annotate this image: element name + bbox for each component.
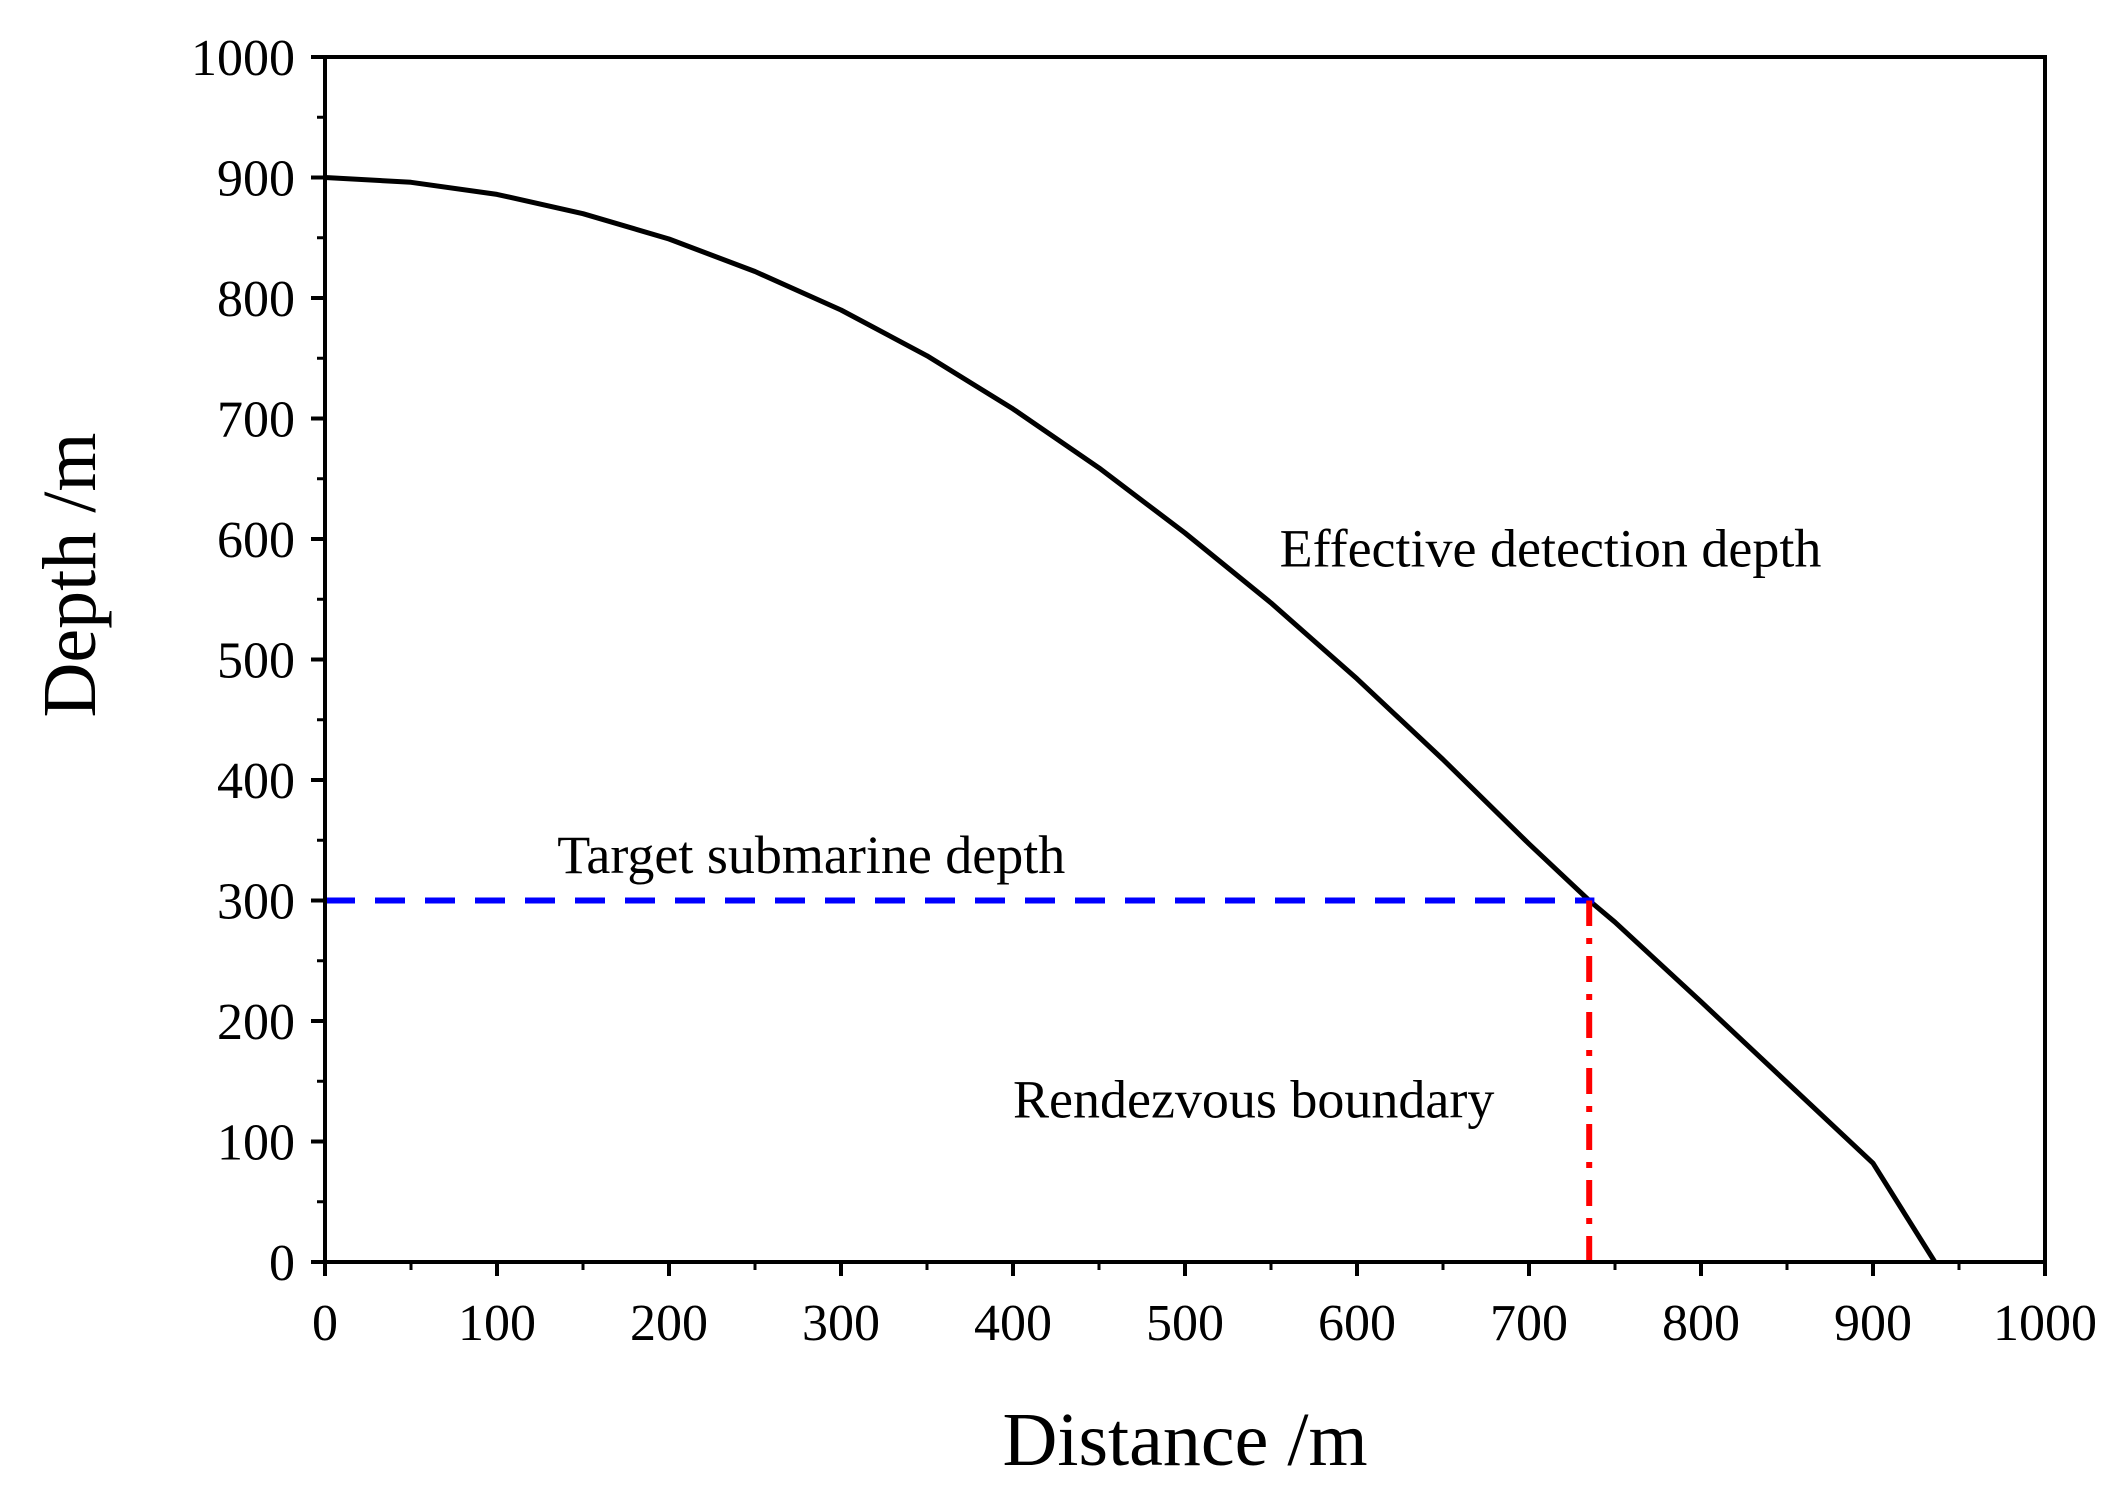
x-tick-label: 800: [1662, 1295, 1740, 1352]
y-tick-label: 700: [217, 392, 295, 449]
y-tick-label: 400: [217, 753, 295, 810]
x-tick-label: 100: [458, 1295, 536, 1352]
y-tick-label: 600: [217, 512, 295, 569]
y-tick-label: 800: [217, 271, 295, 328]
y-axis-title: Depth /m: [28, 433, 112, 718]
annotation-label: Rendezvous boundary: [1013, 1069, 1494, 1129]
y-tick-label: 200: [217, 994, 295, 1051]
x-axis-title: Distance /m: [1002, 1398, 1367, 1482]
annotation-label: Target submarine depth: [557, 825, 1065, 885]
detection-depth-curve: [324, 175, 1938, 1264]
x-tick-label: 500: [1146, 1295, 1224, 1352]
annotation-label: Effective detection depth: [1280, 519, 1822, 579]
y-tick-label: 0: [269, 1235, 295, 1292]
x-tick-label: 900: [1834, 1295, 1912, 1352]
y-tick-label: 1000: [191, 30, 295, 87]
x-tick-label: 0: [312, 1295, 338, 1352]
x-tick-label: 700: [1490, 1295, 1568, 1352]
y-tick-label: 100: [217, 1115, 295, 1172]
y-tick-label: 900: [217, 151, 295, 208]
x-tick-label: 200: [630, 1295, 708, 1352]
plot-area-frame: [323, 55, 2047, 1264]
x-tick-label: 300: [802, 1295, 880, 1352]
y-tick-label: 300: [217, 874, 295, 931]
x-tick-label: 600: [1318, 1295, 1396, 1352]
x-tick-label: 1000: [1993, 1295, 2097, 1352]
x-tick-label: 400: [974, 1295, 1052, 1352]
y-tick-label: 500: [217, 633, 295, 690]
